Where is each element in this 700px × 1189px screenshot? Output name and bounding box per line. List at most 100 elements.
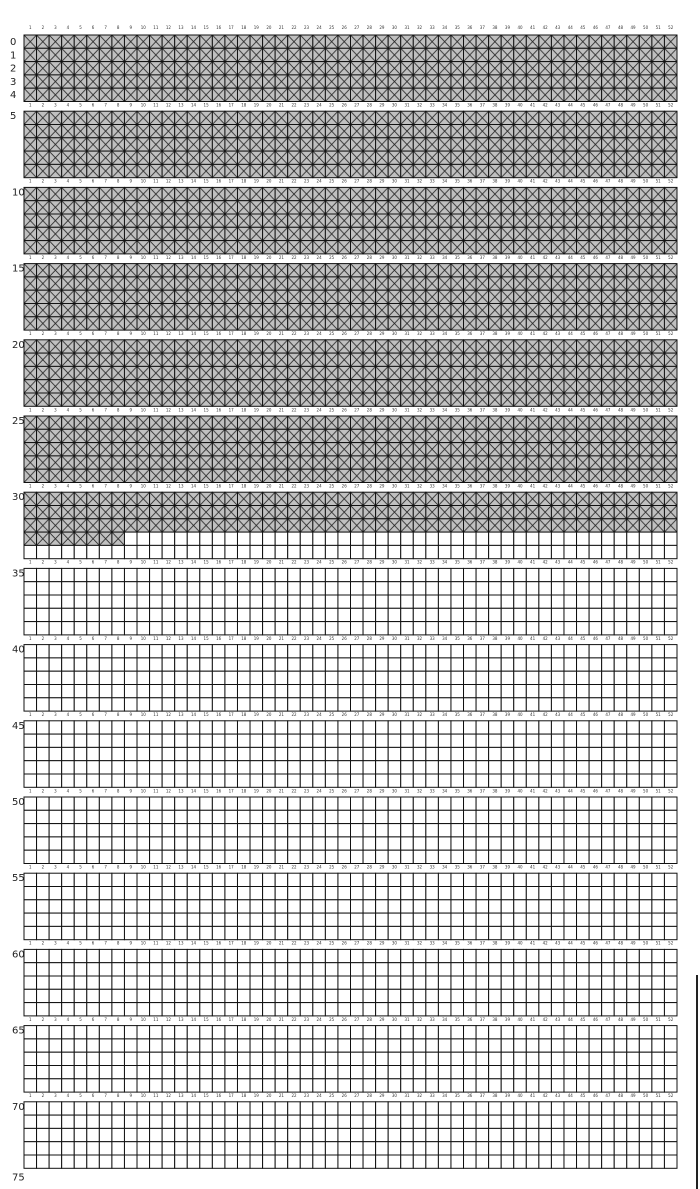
scrollbar[interactable] [696, 975, 698, 1189]
cell-filled [287, 365, 301, 381]
cell-empty [651, 594, 665, 609]
cell-filled [186, 365, 201, 381]
cell-empty [299, 657, 314, 672]
cell-filled [350, 110, 364, 125]
cell-empty [111, 1154, 125, 1169]
cell-filled [98, 150, 113, 165]
cell-empty [224, 746, 238, 762]
column-tick-label: 6 [92, 636, 95, 641]
cell-empty [98, 1114, 113, 1129]
cell-empty [86, 948, 100, 964]
cell-filled [36, 124, 50, 139]
cell-filled [262, 61, 276, 76]
cell-filled [174, 124, 188, 139]
cell-empty [123, 567, 138, 583]
cell-empty [663, 581, 678, 596]
column-tick-label: 41 [530, 1017, 536, 1022]
cell-empty [513, 720, 527, 735]
cell-filled [224, 47, 238, 63]
cell-empty [211, 773, 226, 788]
cell-empty [563, 1141, 578, 1156]
cell-empty [36, 975, 50, 990]
cell-empty [350, 670, 364, 686]
cell-filled [626, 505, 640, 520]
cell-empty [525, 823, 540, 838]
cell-empty [324, 872, 339, 888]
cell-empty [513, 1002, 527, 1017]
cell-filled [626, 518, 640, 533]
cell-empty [362, 670, 377, 686]
cell-empty [626, 644, 640, 659]
cell-empty [312, 733, 326, 748]
cell-filled [663, 379, 678, 394]
cell-empty [23, 849, 38, 865]
column-tick-label: 14 [191, 941, 197, 946]
column-tick-label: 19 [254, 255, 260, 260]
column-tick-label: 16 [216, 1093, 222, 1098]
cell-filled [563, 289, 578, 305]
cell-empty [199, 886, 213, 901]
cell-filled [601, 352, 615, 367]
cell-filled [274, 213, 289, 228]
cell-filled [337, 415, 352, 430]
cell-filled [98, 276, 113, 291]
cell-empty [199, 796, 213, 811]
column-tick-label: 40 [517, 255, 523, 260]
cell-filled [236, 316, 251, 331]
cell-empty [287, 1051, 301, 1066]
column-tick-label: 52 [668, 1093, 674, 1098]
cell-empty [626, 849, 640, 865]
cell-filled [450, 61, 465, 76]
cell-empty [387, 657, 402, 672]
column-tick-label: 51 [656, 255, 662, 260]
cell-filled [362, 124, 377, 139]
column-tick-label: 44 [568, 636, 574, 641]
cell-empty [475, 544, 490, 560]
cell-empty [437, 594, 452, 609]
cell-empty [61, 644, 75, 659]
column-tick-label: 1 [29, 941, 32, 946]
cell-empty [36, 809, 50, 825]
cell-filled [663, 392, 678, 407]
cell-empty [550, 773, 565, 788]
column-tick-label: 25 [329, 636, 335, 641]
cell-empty [412, 657, 427, 672]
cell-empty [450, 1051, 465, 1066]
cell-empty [36, 796, 50, 811]
cell-empty [412, 594, 427, 609]
cell-empty [588, 697, 603, 712]
cell-filled [463, 339, 477, 354]
cell-filled [626, 392, 640, 407]
cell-empty [199, 1038, 213, 1053]
cell-empty [425, 823, 439, 838]
cell-empty [48, 1051, 63, 1066]
cell-empty [613, 872, 628, 888]
cell-filled [513, 289, 527, 305]
column-tick-label: 10 [141, 712, 147, 717]
column-tick-label: 13 [178, 560, 184, 565]
cell-empty [337, 899, 352, 914]
cell-empty [488, 621, 502, 636]
column-tick-label: 30 [392, 103, 398, 108]
cell-empty [149, 796, 163, 811]
column-tick-label: 13 [178, 179, 184, 184]
cell-empty [186, 1065, 201, 1080]
cell-filled [174, 442, 188, 457]
cell-empty [287, 836, 301, 851]
cell-empty [287, 720, 301, 735]
cell-empty [362, 621, 377, 636]
cell-empty [350, 733, 364, 748]
cell-empty [36, 1078, 50, 1093]
cell-empty [663, 948, 678, 964]
cell-empty [651, 823, 665, 838]
cell-empty [437, 581, 452, 596]
cell-empty [312, 594, 326, 609]
cell-empty [450, 948, 465, 964]
column-tick-label: 11 [153, 255, 159, 260]
cell-filled [236, 468, 251, 484]
cell-empty [387, 581, 402, 596]
column-tick-label: 9 [129, 484, 132, 489]
cell-empty [350, 1127, 364, 1143]
cell-empty [61, 962, 75, 977]
cell-filled [375, 240, 389, 255]
